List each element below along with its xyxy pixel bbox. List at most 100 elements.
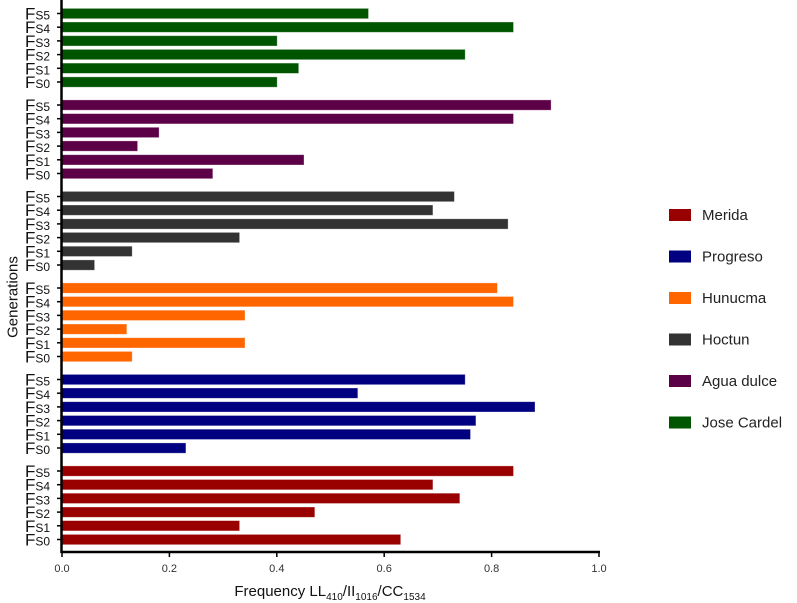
y-tick-label-sub: S3 [35, 127, 50, 141]
bar-merida-s1 [61, 520, 240, 531]
legend-swatch [669, 209, 691, 221]
x-axis-title-sub3: 1534 [403, 592, 426, 603]
y-tick-label-prefix: F [25, 188, 35, 207]
y-tick-label-sub: S2 [35, 416, 50, 430]
y-tick-label-prefix: F [25, 531, 35, 550]
y-tick-label: FS1 [25, 425, 50, 444]
x-axis: 0.0 0.2 0.4 0.6 0.8 1.0 [54, 550, 607, 575]
y-tick-label-sub: S0 [35, 77, 50, 91]
y-tick-label: FS0 [25, 73, 50, 92]
y-tick-label-sub: S0 [35, 169, 50, 183]
y-tick-label-sub: S1 [35, 63, 50, 77]
y-tick-label-sub: S1 [35, 338, 50, 352]
y-tick-label-prefix: F [25, 151, 35, 170]
bar-hunucma-s0 [61, 351, 133, 362]
y-tick-label-sub: S4 [35, 205, 50, 219]
bar-jose-cardel-s3 [61, 35, 278, 46]
y-tick-label-sub: S0 [35, 260, 50, 274]
y-tick-label: FS5 [25, 96, 50, 115]
y-tick-label: FS0 [25, 256, 50, 275]
y-tick-label-prefix: F [25, 256, 35, 275]
y-tick-label-sub: S2 [35, 507, 50, 521]
y-tick-label-prefix: F [25, 439, 35, 458]
legend-swatch [669, 375, 691, 387]
bar-jose-cardel-s2 [61, 49, 466, 60]
bar-jose-cardel-s5 [61, 8, 369, 19]
y-tick-label: FS3 [25, 32, 50, 51]
y-tick-label-sub: S5 [35, 9, 50, 23]
legend-swatch [669, 333, 691, 346]
y-tick-label-prefix: F [25, 293, 35, 312]
y-tick-label-prefix: F [25, 320, 35, 339]
bar-agua-dulce-s1 [61, 154, 305, 166]
legend-label: Hunucma [702, 290, 767, 307]
y-tick-label-sub: S1 [35, 429, 50, 443]
bar-progreso-s5 [61, 374, 466, 385]
bar-jose-cardel-s1 [61, 63, 299, 74]
bar-merida-s3 [61, 493, 460, 504]
y-tick-label: FS2 [25, 320, 50, 339]
x-tick-label: 0.2 [162, 563, 177, 575]
y-tick-label: FS0 [25, 348, 50, 367]
bar-jose-cardel-s0 [61, 76, 278, 88]
y-tick-label: FS1 [25, 242, 50, 261]
x-axis-title-sep2: /CC [378, 583, 404, 600]
y-tick-label-prefix: F [25, 306, 35, 325]
y-tick-label: FS1 [25, 59, 50, 78]
bar-merida-s2 [61, 506, 315, 518]
y-tick-label-sub: S2 [35, 50, 50, 64]
y-tick-label-sub: S4 [35, 114, 50, 128]
y-tick-label-sub: S3 [35, 402, 50, 416]
y-tick-label-prefix: F [25, 398, 35, 417]
bar-merida-s0 [61, 534, 401, 545]
y-tick-label: FS2 [25, 229, 50, 248]
x-tick-label: 0.8 [484, 563, 499, 575]
y-tick-label-prefix: F [25, 517, 35, 536]
bar-progreso-s4 [61, 387, 358, 399]
y-tick-label-sub: S4 [35, 388, 50, 402]
bar-hoctun-s0 [61, 259, 95, 271]
bar-jose-cardel-s4 [61, 21, 514, 33]
y-tick-label-prefix: F [25, 96, 35, 115]
y-tick-label-prefix: F [25, 59, 35, 78]
y-tick-label: FS3 [25, 398, 50, 417]
y-tick-label-sub: S0 [35, 352, 50, 366]
y-tick-label: FS4 [25, 384, 50, 403]
y-tick-label: FS5 [25, 462, 50, 481]
y-tick-label: FS1 [25, 151, 50, 170]
bar-agua-dulce-s0 [61, 168, 213, 179]
bar-hunucma-s5 [61, 282, 498, 294]
y-tick-label-sub: S4 [35, 22, 50, 36]
legend-label: Progreso [702, 249, 763, 266]
legend: Merida Progreso Hunucma Hoctun Agua dulce Jos… [669, 207, 782, 432]
bar-hoctun-s5 [61, 191, 455, 202]
bar-progreso-s2 [61, 415, 476, 426]
bar-hoctun-s4 [61, 204, 433, 216]
bar-hunucma-s1 [61, 337, 246, 349]
y-tick-label: FS0 [25, 439, 50, 458]
legend-label: Jose Cardel [702, 415, 782, 432]
y-tick-label-prefix: F [25, 73, 35, 92]
y-tick-label: FS5 [25, 279, 50, 298]
x-axis-title-sub2: 1016 [355, 592, 378, 603]
y-tick-label-sub: S1 [35, 155, 50, 169]
y-tick-label-prefix: F [25, 110, 35, 129]
bar-hoctun-s2 [61, 232, 240, 243]
y-tick-label: FS4 [25, 293, 50, 312]
y-tick-label-prefix: F [25, 503, 35, 522]
legend-swatch [669, 250, 691, 263]
y-tick-label-sub: S2 [35, 141, 50, 155]
y-tick-label: FS5 [25, 371, 50, 390]
y-tick-label-prefix: F [25, 334, 35, 353]
y-tick-label-sub: S5 [35, 283, 50, 297]
y-axis-title: Generations [5, 256, 22, 338]
x-tick-label: 0.0 [54, 563, 69, 575]
bar-agua-dulce-s3 [61, 127, 160, 138]
y-tick-label-prefix: F [25, 279, 35, 298]
y-tick-label: FS3 [25, 123, 50, 142]
y-tick-label-sub: S5 [35, 100, 50, 114]
y-tick-label-sub: S1 [35, 521, 50, 535]
y-tick-label: FS3 [25, 489, 50, 508]
y-tick-label-prefix: F [25, 165, 35, 184]
y-tick-label-prefix: F [25, 348, 35, 367]
